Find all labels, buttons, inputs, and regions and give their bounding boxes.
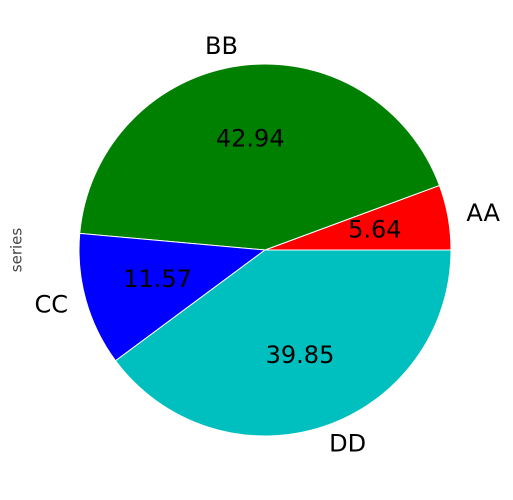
value-label: 39.85 (266, 341, 335, 369)
wedge-label: CC (35, 290, 69, 318)
y-axis-label: series (8, 228, 26, 273)
value-label: 5.64 (348, 215, 401, 243)
value-label: 42.94 (216, 124, 285, 152)
pie-wedge (114, 249, 452, 437)
pie-wedge (79, 63, 441, 251)
pie-wedge (78, 232, 267, 362)
wedge-label: DD (329, 429, 366, 457)
wedge-label: AA (466, 199, 500, 227)
value-label: 11.57 (123, 265, 192, 293)
wedge-label: BB (205, 32, 238, 60)
